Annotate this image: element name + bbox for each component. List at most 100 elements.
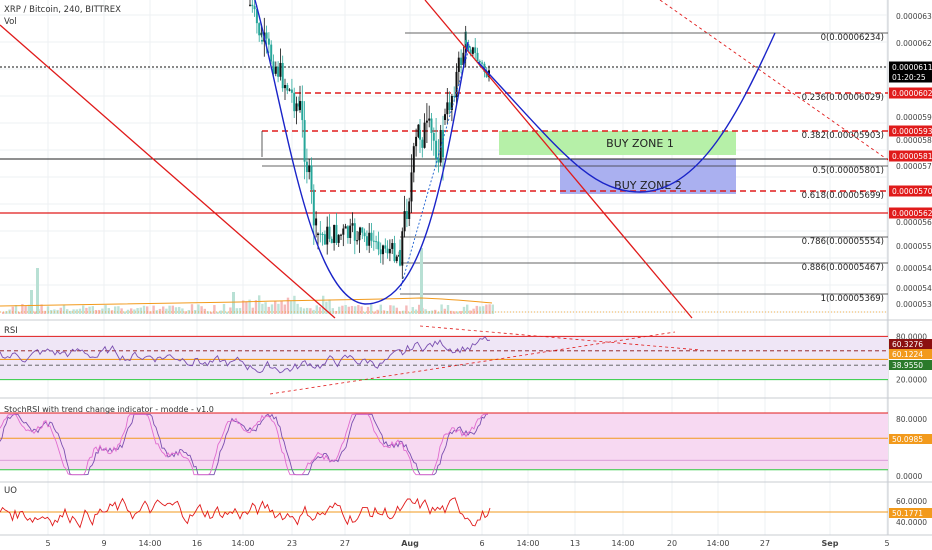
volume-bar [139, 307, 142, 314]
volume-bar [24, 305, 27, 314]
time-tick-label: Aug [401, 539, 419, 548]
volume-bar [66, 309, 69, 314]
volume-bar [357, 305, 360, 314]
volume-bar [373, 311, 376, 314]
candle-body [430, 118, 433, 134]
volume-bar [82, 305, 85, 314]
volume-bar [322, 295, 325, 314]
candle-body [255, 9, 258, 24]
volume-bar [254, 300, 258, 314]
stoch-d-line [0, 413, 488, 476]
volume-bar [232, 292, 235, 314]
volume-bar [347, 306, 350, 314]
candle-body [474, 47, 477, 53]
candle-body [462, 52, 465, 65]
time-tick-label: 5 [45, 539, 50, 548]
uo-tick: 40.0000 [896, 518, 927, 527]
volume-bar [91, 306, 94, 314]
volume-bar [437, 311, 440, 314]
price-badge-bg [889, 71, 932, 83]
price-badge-text: 0.00005704 [892, 187, 932, 196]
volume-bar [402, 310, 405, 314]
volume-bar [40, 304, 43, 314]
volume-bar [34, 311, 37, 314]
candle-body [403, 211, 406, 232]
candle-body [442, 130, 444, 158]
rsi-band [0, 336, 888, 380]
volume-bar [306, 307, 309, 314]
candle-body [372, 240, 375, 242]
candle-body [315, 218, 318, 226]
candle-body [265, 32, 268, 39]
volume-bar [229, 307, 232, 314]
candle-body [450, 95, 453, 111]
price-tick-label: 0.00005480 [896, 264, 932, 273]
uo-line [0, 497, 491, 529]
candle-body [457, 57, 460, 72]
buy-zone-1-label: BUY ZONE 1 [606, 137, 674, 150]
volume-bar [280, 300, 283, 314]
volume-bar [296, 303, 299, 314]
candle-body [249, 4, 251, 6]
volume-bar [136, 308, 139, 314]
candle-body [326, 226, 329, 245]
candle-body [295, 103, 298, 112]
volume-bar [21, 304, 24, 314]
volume-bar [318, 307, 322, 314]
time-tick-label: 20 [667, 539, 677, 548]
time-tick-label: 6 [479, 539, 484, 548]
candle-body [377, 241, 380, 250]
candle-body [391, 243, 394, 249]
volume-bar [114, 306, 117, 314]
candle-body [382, 245, 384, 255]
volume-bar [491, 304, 494, 314]
volume-bar [376, 309, 379, 314]
candle-body [375, 241, 378, 243]
candle-body [386, 248, 389, 254]
candle-body [308, 165, 311, 173]
candle-body [351, 223, 354, 226]
trendline-blue-dotted [399, 44, 471, 291]
candle-body [349, 225, 352, 238]
volume-bars [2, 248, 494, 314]
volume-bar [5, 311, 8, 314]
candle-body [353, 223, 356, 241]
candle-body [388, 248, 391, 254]
volume-bar [36, 268, 39, 314]
volume-bar [488, 304, 491, 314]
cup-curve-right [477, 32, 776, 193]
volume-bar [395, 307, 398, 314]
candle-body [455, 71, 458, 97]
volume-bar [302, 308, 306, 314]
cup-curve-left [254, 0, 469, 305]
candle-body [428, 118, 431, 121]
volume-bar [328, 299, 331, 314]
price-badge-text: 0.00005629 [892, 209, 932, 218]
volume-bar [126, 309, 130, 314]
candle-body [408, 201, 411, 220]
volume-bar [69, 310, 72, 314]
candle-body [297, 103, 300, 107]
volume-ma [0, 297, 493, 307]
volume-bar [462, 306, 466, 314]
volume-bar [149, 311, 152, 314]
candle-body [432, 133, 435, 141]
candle-body [467, 44, 470, 50]
volume-bar [238, 308, 242, 314]
trendline-red-1 [0, 24, 336, 319]
candle-body [261, 40, 263, 42]
candle-body [330, 238, 333, 243]
volume-bar [104, 305, 107, 314]
volume-bar [267, 306, 270, 314]
fib-level-label: 0.382(0.00005903) [802, 131, 884, 141]
rsi-badge-text: 60.3276 [892, 340, 923, 349]
candle-body [284, 85, 286, 89]
candle-body [293, 92, 296, 112]
volume-bar [418, 304, 421, 314]
price-badge-text: 0.00005819 [892, 152, 932, 161]
candle-body [368, 232, 371, 246]
candle-body [272, 61, 275, 74]
volume-bar [309, 308, 312, 314]
candle-body [323, 234, 326, 245]
